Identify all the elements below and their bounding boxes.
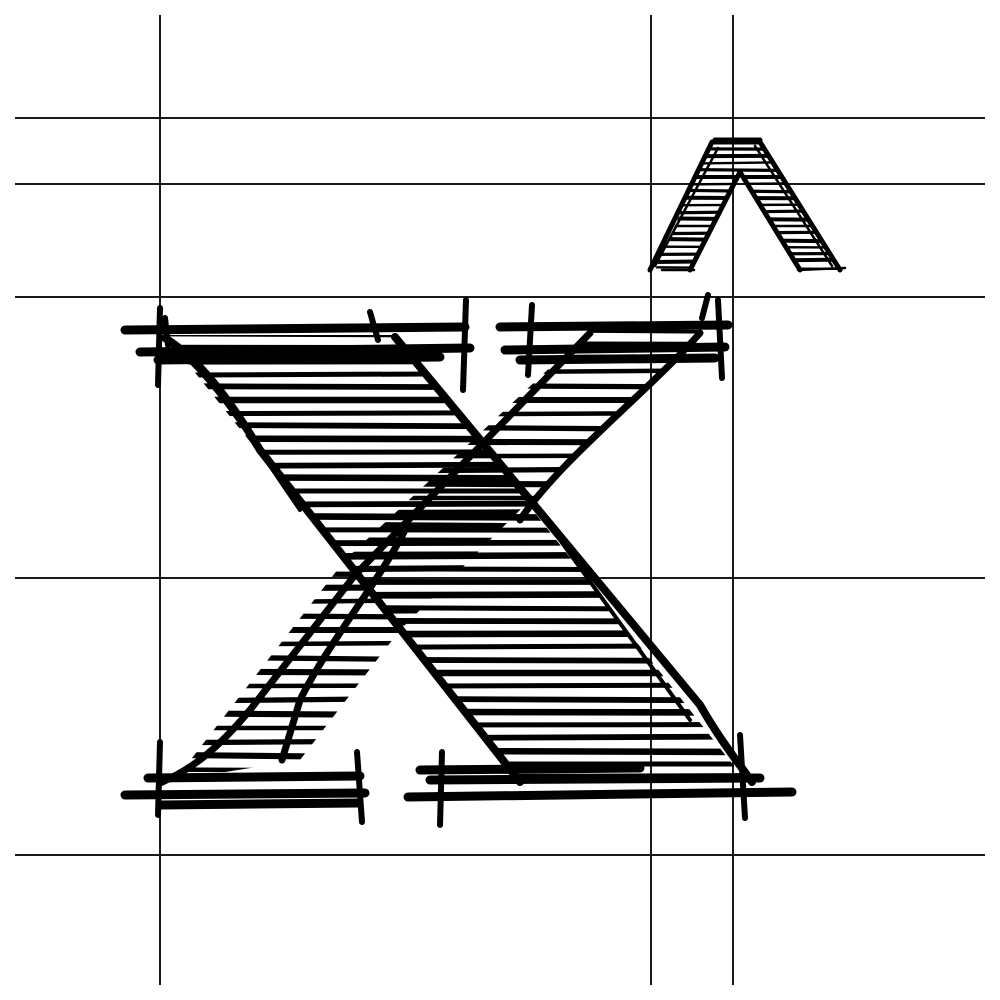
hatch-line xyxy=(175,598,400,606)
hatch-line xyxy=(165,512,745,522)
hatch-line xyxy=(655,216,838,222)
hatch-line xyxy=(165,630,745,638)
x-bottom-right-serif xyxy=(403,763,797,802)
hatch-line xyxy=(165,590,745,600)
hat-accent xyxy=(647,137,847,273)
hatch-line xyxy=(655,245,838,249)
hatch-line xyxy=(165,656,745,664)
hat-outline xyxy=(647,137,843,273)
hatch-line xyxy=(165,473,745,483)
hatch-line xyxy=(165,449,745,455)
hatch-line xyxy=(655,147,838,152)
hatch-line xyxy=(655,203,838,207)
hatch-line xyxy=(165,746,745,756)
hatch-line xyxy=(160,784,408,785)
hatch-line xyxy=(175,767,400,773)
hatch-line xyxy=(330,638,710,639)
hatch-line xyxy=(165,617,745,625)
hatch-line xyxy=(345,453,700,459)
hatch-line xyxy=(165,500,745,508)
hatch-line xyxy=(165,435,745,443)
hatch-line xyxy=(655,153,838,159)
hat-outline-rough xyxy=(653,144,847,272)
hatch-line xyxy=(175,668,400,676)
hatch-line xyxy=(655,195,838,201)
hatch-line xyxy=(165,370,745,378)
hatch-line xyxy=(165,539,745,547)
hatch-line xyxy=(345,465,700,474)
hatch-line xyxy=(655,160,838,166)
x-bottom-left-serif xyxy=(120,771,370,810)
x-top-left-serif xyxy=(120,322,475,365)
construction-grid xyxy=(15,15,985,985)
hatch-line xyxy=(165,527,745,533)
hatch-line xyxy=(175,683,400,689)
hatch-line xyxy=(655,257,838,265)
hatch-line xyxy=(345,521,700,531)
hatch-line xyxy=(175,695,400,704)
x-top-right-serif xyxy=(495,320,733,365)
hatch-line xyxy=(175,710,400,719)
hatch-line xyxy=(175,640,400,648)
sketched-x-glyph xyxy=(120,292,797,828)
hatch-line xyxy=(165,733,745,743)
hatch-line xyxy=(165,335,745,339)
hat-hatching xyxy=(655,142,838,270)
hatch-line xyxy=(165,643,745,651)
hatch-line xyxy=(655,188,838,195)
hatch-line xyxy=(165,722,745,728)
hatch-line xyxy=(165,604,745,612)
hatch-line xyxy=(175,612,400,620)
hatch-line xyxy=(655,251,838,256)
x-serif-ticks xyxy=(155,292,748,828)
hatch-line xyxy=(655,167,838,173)
